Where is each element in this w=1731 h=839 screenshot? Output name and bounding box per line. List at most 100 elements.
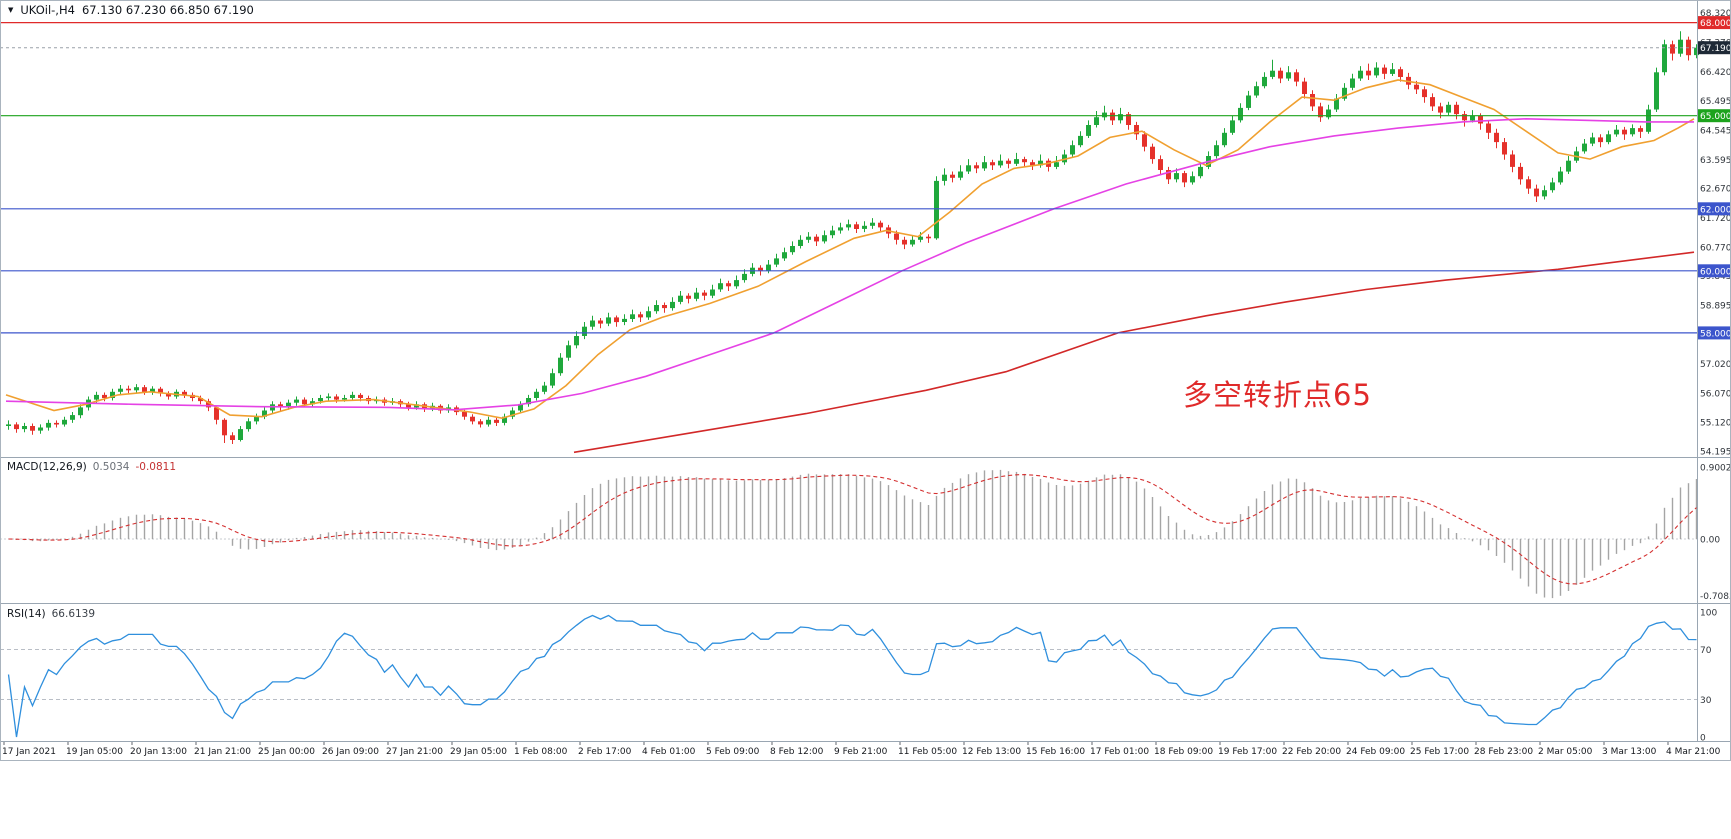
level-badge-60.000 (1698, 264, 1730, 278)
chart-title: ▼ UKOil-,H4 67.130 67.230 66.850 67.190 (8, 3, 254, 17)
rsi-line (7, 614, 1697, 738)
time-axis-label: 17 Feb 01:00 (1090, 747, 1149, 757)
candle-up (1662, 44, 1667, 73)
time-axis-label: 2 Feb 17:00 (578, 747, 632, 757)
candle-up (294, 399, 299, 403)
candle-up (670, 301, 675, 309)
candle-up (22, 426, 27, 430)
candle-up (910, 239, 915, 245)
rsi-panel-area[interactable] (0, 604, 1697, 741)
candle-up (1694, 47, 1699, 56)
rsi-value: 66.6139 (51, 608, 96, 620)
price-tick-label: 61.720 (1700, 214, 1731, 224)
level-badge-62.000-label: 62.000 (1700, 205, 1731, 215)
symbol-dropdown-icon[interactable]: ▼ (8, 6, 14, 14)
candle-down (1414, 84, 1419, 90)
candle-down (990, 162, 995, 166)
time-axis-label: 22 Feb 20:00 (1282, 747, 1341, 757)
level-badge-62.000 (1698, 202, 1730, 216)
time-axis-label: 15 Feb 16:00 (1026, 747, 1085, 757)
candle-up (958, 171, 963, 178)
candle-down (1598, 137, 1603, 143)
candle-up (1238, 107, 1243, 121)
candle-up (1326, 109, 1331, 118)
candle-up (542, 385, 547, 392)
candle-down (894, 233, 899, 240)
candle-down (1166, 170, 1171, 180)
candle-down (1366, 70, 1371, 76)
candle-up (966, 165, 971, 172)
candle-down (230, 435, 235, 440)
macd-indicator-label: MACD(12,26,9) 0.5034 -0.0811 (7, 461, 176, 473)
candle-up (1374, 67, 1379, 76)
time-axis-label: 11 Feb 05:00 (898, 747, 957, 757)
candle-down (198, 398, 203, 402)
macd-tick-label: -0.7085 (1700, 592, 1731, 602)
candle-up (526, 398, 531, 405)
time-axis-label: 19 Feb 17:00 (1218, 747, 1277, 757)
candle-down (462, 412, 467, 417)
ma-slow-line (573, 251, 1695, 454)
candle-up (710, 289, 715, 296)
candle-down (902, 239, 907, 245)
candle-down (1022, 159, 1027, 163)
candle-up (326, 396, 331, 399)
candle-down (1478, 115, 1483, 124)
candle-down (478, 421, 483, 425)
candle-up (654, 305, 659, 312)
candle-up (510, 410, 515, 417)
candle-up (1102, 112, 1107, 118)
candle-up (1542, 190, 1547, 197)
macd-signal-value: -0.0811 (135, 461, 177, 473)
candle-up (870, 222, 875, 226)
candle-up (1246, 95, 1251, 108)
candle-up (134, 387, 139, 391)
candle-down (1110, 112, 1115, 121)
price-annotation[interactable]: 多空转折点65 (1183, 378, 1372, 412)
candle-down (158, 388, 163, 394)
level-badge-60.000-label: 60.000 (1700, 267, 1731, 277)
candle-down (686, 295, 691, 299)
candle-up (694, 292, 699, 299)
candle-up (918, 236, 923, 240)
rsi-tick-label: 0 (1700, 734, 1706, 744)
candle-up (734, 280, 739, 287)
candle-down (182, 391, 187, 395)
candle-down (206, 401, 211, 408)
candle-down (1518, 166, 1523, 180)
price-tick-label: 58.895 (1700, 302, 1731, 312)
rsi-indicator-label: RSI(14) 66.6139 (7, 608, 95, 620)
candle-up (1590, 137, 1595, 144)
candle-up (1214, 145, 1219, 157)
candle-down (854, 224, 859, 229)
price-tick-label: 66.420 (1700, 68, 1731, 78)
macd-tick-label: 0.9002 (1700, 463, 1731, 473)
candle-up (318, 398, 323, 402)
candle-down (974, 165, 979, 169)
candle-up (1038, 160, 1043, 166)
price-tick-label: 64.545 (1700, 126, 1731, 136)
candle-down (1278, 70, 1283, 79)
candle-up (1086, 125, 1091, 136)
candle-down (1310, 94, 1315, 107)
candle-up (486, 419, 491, 425)
time-axis-label: 19 Jan 05:00 (66, 747, 123, 757)
price-tick-label: 60.770 (1700, 243, 1731, 253)
ohlc-values: 67.130 67.230 66.850 67.190 (81, 3, 254, 17)
time-axis-label: 29 Jan 05:00 (450, 747, 507, 757)
candle-up (550, 373, 555, 386)
price-tick-label: 54.195 (1700, 447, 1731, 457)
candle-up (1678, 39, 1683, 54)
macd-tick-label: 0.00 (1700, 536, 1720, 546)
candle-down (30, 426, 35, 431)
candle-up (1230, 120, 1235, 133)
time-axis-label: 8 Feb 12:00 (770, 747, 824, 757)
candle-down (1462, 114, 1467, 121)
time-axis-label: 1 Feb 08:00 (514, 747, 568, 757)
candle-up (1062, 154, 1067, 163)
candle-up (1646, 109, 1651, 132)
candle-down (1294, 72, 1299, 82)
candle-up (262, 410, 267, 417)
